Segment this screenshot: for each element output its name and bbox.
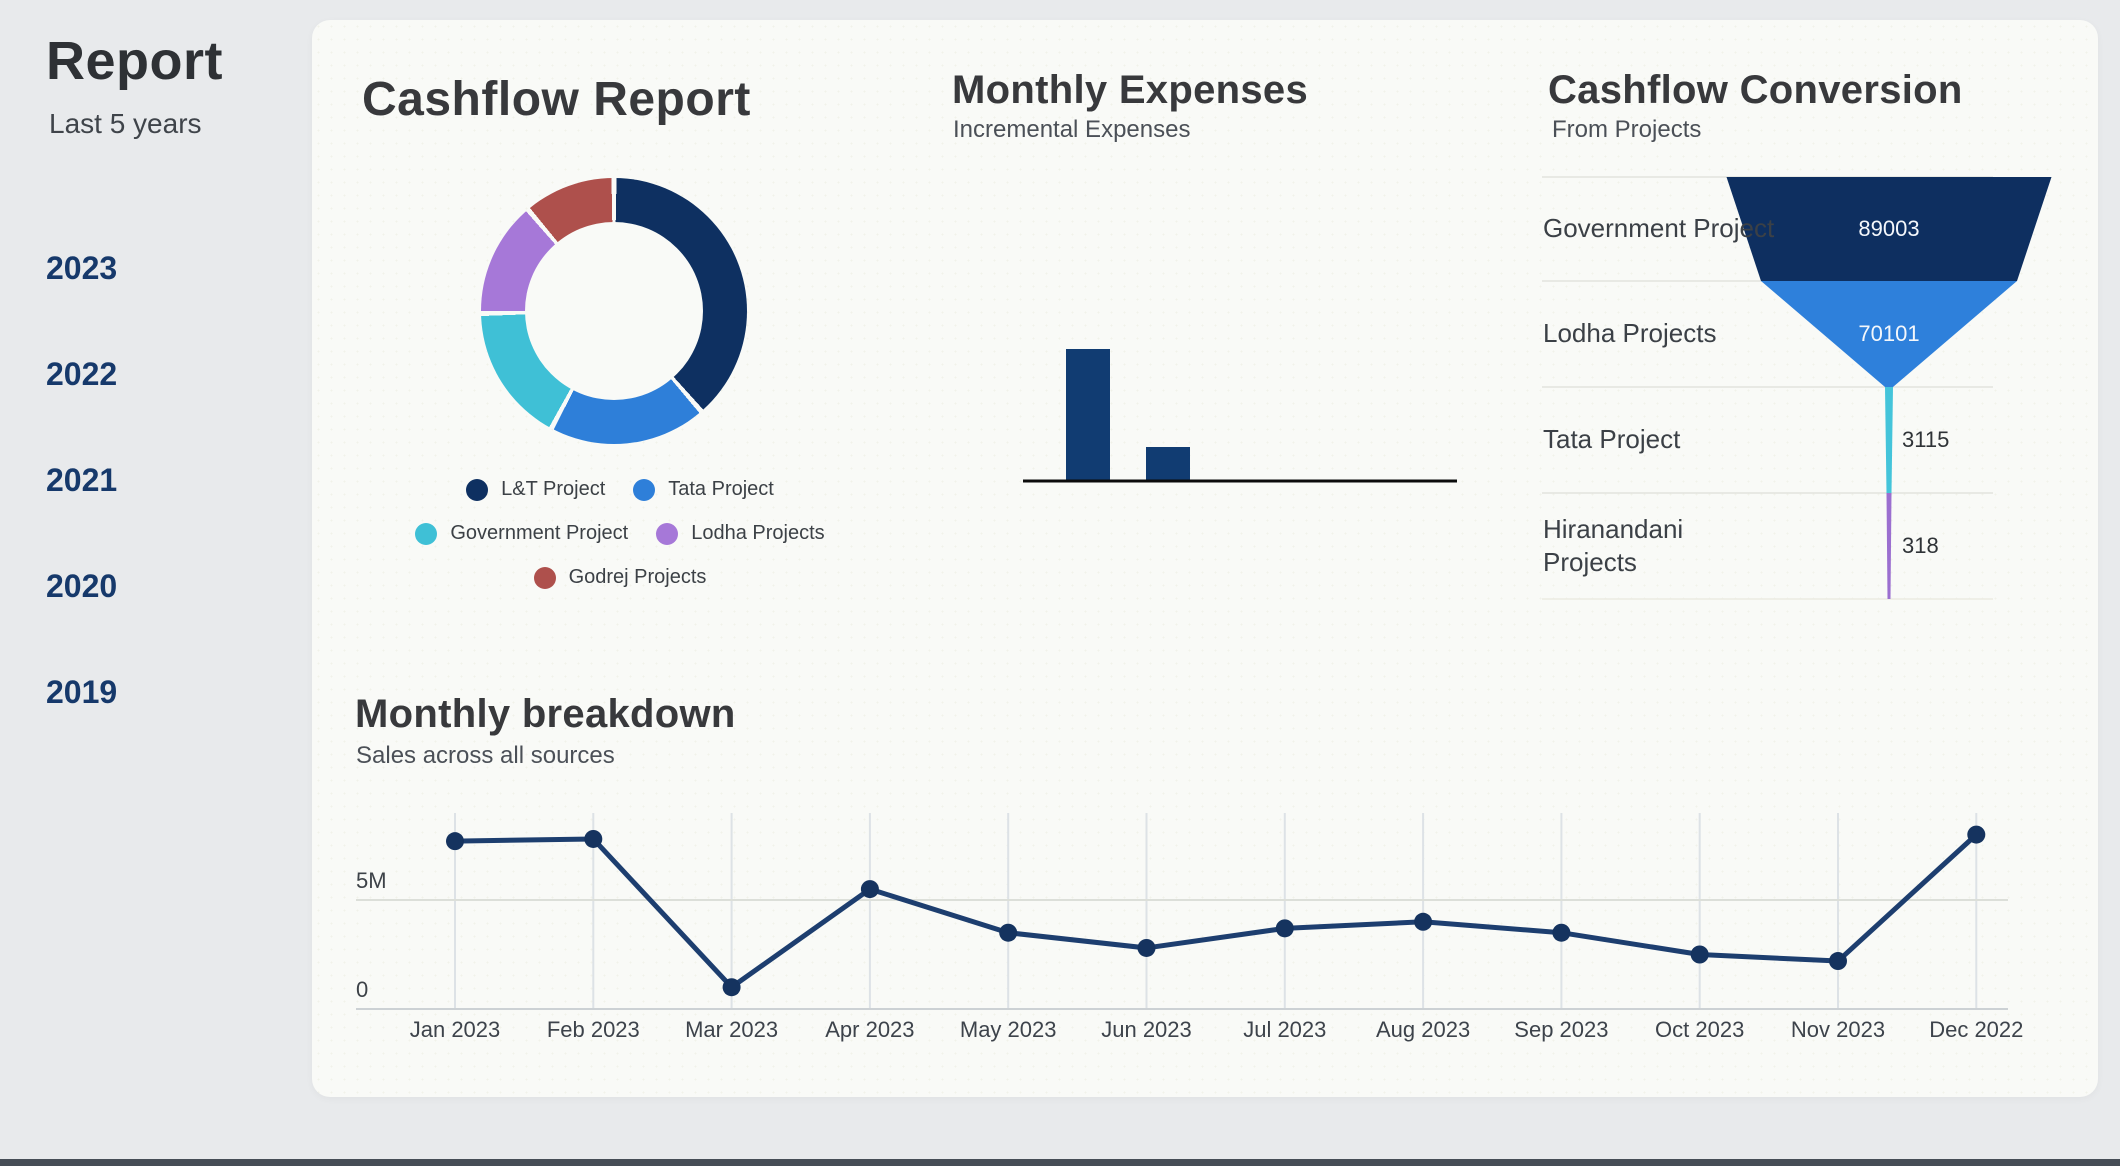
sidebar-year-2023[interactable]: 2023 [46,250,118,286]
x-axis-tick: Mar 2023 [685,1017,779,1042]
cashflow-report-title: Cashflow Report [362,73,751,126]
sidebar-year-2022[interactable]: 2022 [46,356,118,392]
legend-dot [415,522,438,545]
report-subtitle: Last 5 years [49,108,202,139]
legend-item: Lodha Projects [656,522,825,545]
cashflow-conversion-title: Cashflow Conversion [1548,68,1963,112]
sidebar-year-2019[interactable]: 2019 [46,674,118,710]
x-axis-tick: Aug 2023 [1375,1017,1471,1042]
legend-label: Government Project [450,522,629,544]
cashflow-donut-chart [481,178,747,444]
legend-item: Tata Project [633,478,774,501]
legend-item: L&T Project [466,478,605,501]
donut-hole [525,222,703,400]
funnel-stage-value: 89003 [1858,216,1920,241]
funnel-stage-label: Lodha Projects [1543,318,1717,349]
report-title: Report [46,31,223,91]
legend-label: Tata Project [668,478,774,500]
x-axis-tick: Nov 2023 [1790,1017,1886,1042]
funnel-stage-label: Government Project [1543,213,1775,244]
monthly-expenses-subtitle: Incremental Expenses [953,116,1191,143]
funnel-stage-value: 3115 [1902,427,1950,452]
x-axis-tick: Jul 2023 [1243,1017,1327,1042]
legend-dot [533,566,556,589]
legend-dot [466,478,489,501]
legend-row: Government Project Lodha Projects [400,522,840,545]
legend-row: L&T Project Tata Project [400,478,840,501]
monthly-breakdown-title: Monthly breakdown [355,692,736,736]
x-axis-tick: Apr 2023 [825,1017,915,1042]
monthly-breakdown-subtitle: Sales across all sources [356,742,615,769]
legend-dot [656,522,679,545]
funnel-stage-value: 318 [1902,533,1939,558]
funnel-stage-label: Tata Project [1543,424,1681,455]
legend-dot [633,478,656,501]
funnel-stage-label: Hiranandani Projects [1543,513,1684,577]
donut-legend: L&T Project Tata Project Government Projec… [400,478,840,610]
x-axis-tick: Jan 2023 [409,1017,501,1042]
legend-label: Godrej Projects [568,566,707,588]
x-axis-tick: Sep 2023 [1514,1017,1609,1042]
bottom-bar [0,1159,2120,1166]
x-axis-tick: Dec 2022 [1929,1017,2024,1042]
monthly-expenses-title: Monthly Expenses [952,68,1308,112]
y-axis-tick: 0 [356,977,369,1002]
y-axis-tick: 5M [356,868,387,893]
legend-label: Lodha Projects [691,522,825,544]
x-axis-tick: Oct 2023 [1655,1017,1745,1042]
x-axis-tick: Feb 2023 [546,1017,640,1042]
sidebar-year-2020[interactable]: 2020 [46,568,118,604]
cashflow-conversion-subtitle: From Projects [1552,116,1702,143]
sidebar-year-2021[interactable]: 2021 [46,462,118,498]
x-axis-tick: May 2023 [959,1017,1057,1042]
legend-row: Godrej Projects [400,566,840,589]
x-axis-tick: Jun 2023 [1101,1017,1192,1042]
legend-item: Godrej Projects [533,566,707,589]
legend-item: Government Project [415,522,628,545]
funnel-stage-value: 70101 [1858,321,1920,346]
legend-label: L&T Project [501,478,606,500]
